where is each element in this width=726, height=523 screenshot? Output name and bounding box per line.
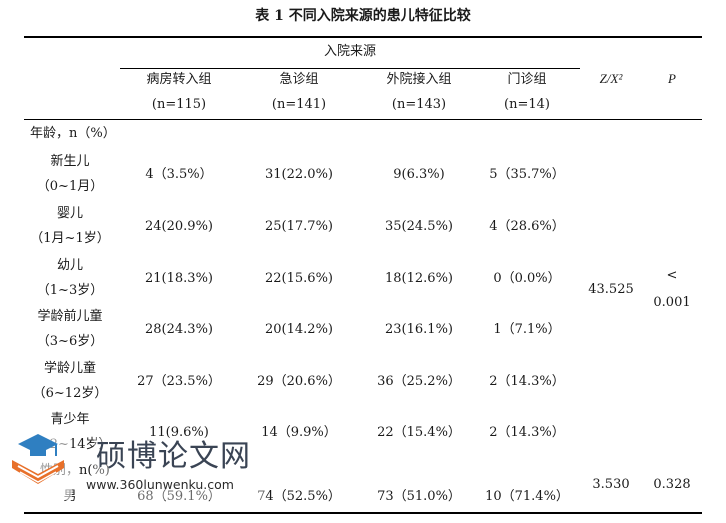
bottom-rule [24,512,702,514]
col-n-outpatient: (n=14) [504,97,550,112]
cell: 35(24.5%) [385,219,453,234]
age-section-label: 年龄，n（%） [30,126,116,141]
table-title: 表 1 不同入院来源的患儿特征比较 [255,8,471,24]
row-label: 学龄前儿童 [37,309,103,324]
row-label: 学龄儿童 [43,361,97,376]
cell: 29（20.6%） [257,374,341,389]
cell: 4（28.6%） [489,219,565,234]
age-stat-value: 43.525 [588,282,634,297]
group-underline [120,68,580,69]
cell: 22（15.4%） [377,425,461,440]
cell: 28(24.3%) [145,322,213,337]
cell: 68（59.1%） [137,489,221,504]
row-sublabel: （0~1月） [36,179,104,194]
row-label: 幼儿 [56,258,84,273]
row-sublabel: （6~12岁） [32,386,108,401]
col-header-external: 外院接入组 [386,72,452,87]
cell: 1（7.1%） [493,322,561,337]
cell: 0（0.0%） [493,271,561,286]
row-label: 新生儿 [50,154,90,169]
col-header-ward: 病房转入组 [146,72,212,87]
col-n-external: (n=143) [391,97,447,112]
cell: 20(14.2%) [265,322,333,337]
age-p-value: 0.001 [653,295,691,310]
sex-p-value: 0.328 [653,477,691,492]
cell: 25(17.7%) [265,219,333,234]
cell: 73（51.0%） [377,489,461,504]
row-label: 婴儿 [56,206,84,221]
col-header-stat: Z/X² [599,71,623,86]
watermark-text: 硕博论文网 [96,439,251,474]
cell: 14（9.9%） [261,425,337,440]
cell: 74（52.5%） [257,489,341,504]
cell: 5（35.7%） [489,167,565,182]
row-sublabel: （3~6岁） [36,334,104,349]
sex-stat-value: 3.530 [592,477,630,492]
col-header-outpatient: 门诊组 [507,72,547,87]
age-p-lt: < [666,268,678,283]
cell: 2（14.3%） [489,374,565,389]
group-header: 入院来源 [323,44,377,59]
cell: 9(6.3%) [393,167,445,182]
cell: 21(18.3%) [145,271,213,286]
col-n-emergency: (n=141) [271,97,327,112]
cell: 18(12.6%) [385,271,453,286]
top-rule [24,36,702,38]
col-n-ward: (n=115) [151,97,207,112]
cell: 4（3.5%） [145,167,213,182]
col-header-emergency: 急诊组 [279,72,319,87]
cell: 2（14.3%） [489,425,565,440]
header-rule [24,119,702,120]
cell: 31(22.0%) [265,167,333,182]
cell: 22(15.6%) [265,271,333,286]
cell: 24(20.9%) [145,219,213,234]
cell: 36（25.2%） [377,374,461,389]
cell: 10（71.4%） [485,489,569,504]
row-label: 青少年 [50,412,90,427]
cell: 23(16.1%) [385,322,453,337]
watermark-url: www.360lunwenku.com [86,477,234,492]
col-header-p: P [668,71,676,86]
cell: 11(9.6%) [149,425,209,440]
row-sublabel: （1~3岁） [36,283,104,298]
cell: 27（23.5%） [137,374,221,389]
row-sublabel: （1月~1岁） [30,231,110,246]
watermark-logo-icon [12,430,264,500]
